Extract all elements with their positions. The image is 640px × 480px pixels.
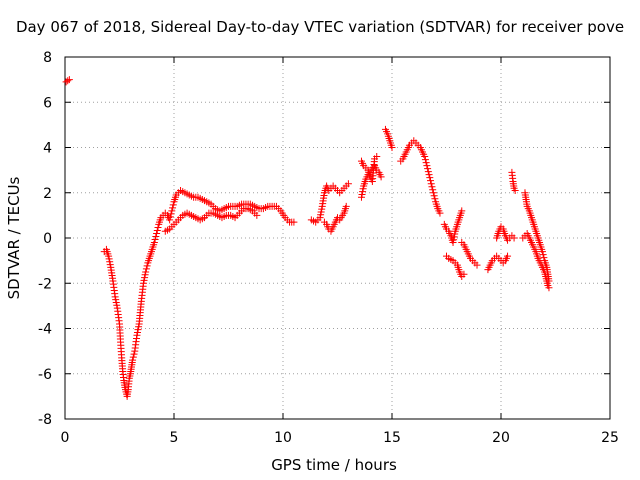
x-tick-label: 15 [383, 430, 401, 446]
data-point [421, 156, 429, 164]
y-tick-label: 0 [43, 231, 52, 247]
data-point [423, 162, 431, 170]
data-point [169, 204, 177, 212]
data-point [458, 207, 466, 215]
data-point [152, 232, 160, 240]
data-point [166, 213, 174, 221]
data-point [427, 180, 435, 188]
data-point [429, 186, 437, 194]
data-point [151, 236, 159, 244]
x-tick-labels: 0 5 10 15 20 25 [61, 430, 619, 446]
data-point [388, 144, 396, 151]
x-tick-label: 25 [601, 430, 619, 446]
data-point [436, 209, 444, 217]
x-axis-label: GPS time / hours [271, 456, 397, 474]
data-point [424, 168, 432, 176]
data-point [153, 226, 161, 234]
data-point [166, 216, 174, 224]
data-point [473, 261, 481, 269]
data-point [168, 207, 176, 215]
data-point [430, 192, 438, 200]
data-point [167, 210, 175, 218]
data-point [429, 189, 437, 197]
x-tick-label: 10 [274, 430, 292, 446]
data-point [431, 195, 439, 203]
x-tick-label: 5 [170, 430, 179, 446]
data-point [153, 229, 161, 237]
data-point [545, 284, 553, 292]
data-point [424, 165, 432, 173]
y-tick-label: -2 [38, 276, 52, 292]
data-point [540, 254, 548, 262]
y-tick-label: 6 [43, 95, 52, 111]
data-point [142, 265, 150, 273]
data-point [511, 186, 519, 194]
y-tick-label: -4 [38, 322, 52, 338]
data-point [253, 211, 261, 219]
data-point [460, 270, 468, 278]
data-point [425, 171, 433, 179]
data-point [150, 239, 158, 247]
data-point [154, 223, 162, 231]
x-tick-label: 0 [61, 430, 70, 446]
data-point [169, 201, 177, 209]
y-tick-labels: -8 -6 -4 -2 0 2 4 6 8 [38, 50, 52, 428]
data-point [377, 173, 385, 181]
plot-frame [64, 56, 611, 420]
data-point [344, 180, 352, 188]
data-point [64, 77, 72, 85]
data-point [426, 174, 434, 182]
data-point [538, 248, 546, 256]
y-tick-label: 4 [43, 141, 52, 157]
y-tick-label: 8 [43, 50, 52, 66]
data-point [65, 76, 73, 84]
data-point [427, 177, 435, 185]
data-point [130, 350, 138, 358]
data-point [342, 202, 350, 210]
data-point [129, 356, 137, 364]
data-point [510, 234, 518, 242]
data-point [504, 252, 512, 260]
data-point [422, 159, 430, 167]
y-tick-label: -8 [38, 412, 52, 428]
data-point [290, 218, 298, 226]
data-points [62, 76, 553, 400]
y-axis-label: SDTVAR / TECUs [5, 176, 23, 299]
data-point [428, 183, 436, 191]
x-tick-label: 20 [492, 430, 510, 446]
data-point [539, 251, 547, 259]
y-tick-label: 2 [43, 186, 52, 202]
chart-title: Day 067 of 2018, Sidereal Day-to-day VTE… [16, 18, 624, 36]
data-point [143, 262, 151, 270]
data-point [142, 268, 150, 276]
data-point [373, 153, 381, 161]
data-point [129, 353, 137, 361]
y-tick-label: -6 [38, 367, 52, 383]
data-point [545, 277, 553, 285]
data-point [421, 153, 429, 161]
